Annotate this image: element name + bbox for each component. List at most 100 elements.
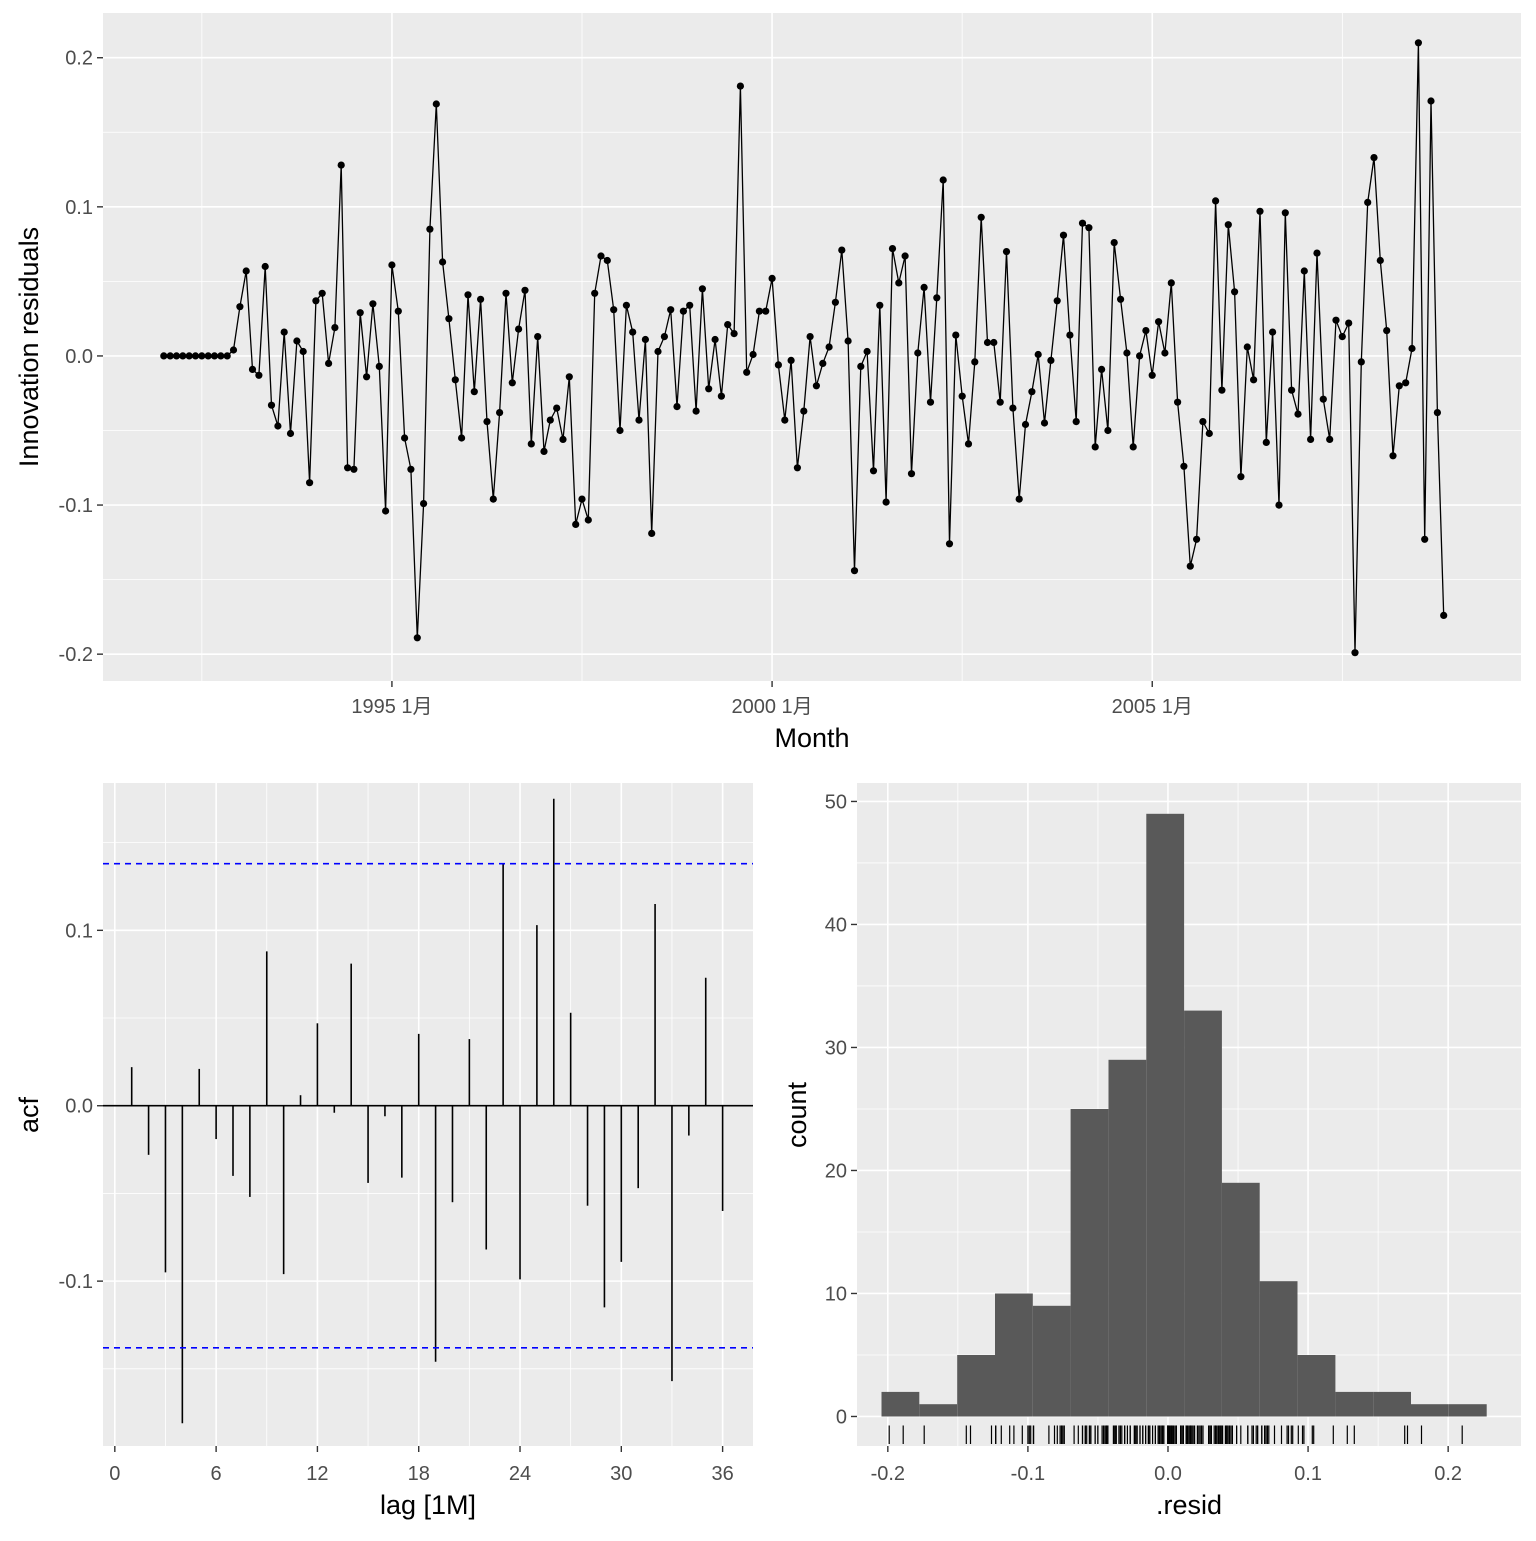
histogram-bar — [919, 1404, 958, 1417]
residual-point — [267, 401, 276, 409]
residual-point — [781, 416, 789, 424]
residual-point — [350, 465, 358, 473]
residual-point — [667, 306, 675, 314]
residual-point — [483, 418, 491, 426]
acf-x-tick-label: 6 — [211, 1463, 222, 1485]
residual-point — [698, 285, 707, 293]
residual-point — [1231, 288, 1239, 296]
residual-point — [198, 352, 206, 360]
residual-point — [705, 385, 713, 393]
residual-point — [172, 352, 181, 360]
residual-point — [1053, 297, 1061, 305]
residual-point — [204, 352, 212, 360]
residuals-y-ticks: -0.2 -0.1 0.0 0.1 0.2 — [59, 48, 103, 666]
residual-point — [572, 520, 580, 529]
residual-point — [325, 359, 333, 367]
residual-point — [1250, 376, 1258, 384]
residual-point — [933, 294, 941, 302]
acf-y-tick-label: 0.0 — [65, 1096, 93, 1118]
residuals-y-tick-label: 0.0 — [65, 346, 93, 368]
residual-point — [445, 315, 453, 323]
residual-point — [344, 464, 352, 472]
residual-point — [1085, 224, 1093, 232]
residual-point — [1300, 267, 1308, 275]
residual-point — [1059, 231, 1068, 239]
residual-point — [622, 301, 631, 309]
residual-point — [673, 403, 681, 411]
residual-point — [1161, 349, 1169, 357]
residual-point — [1136, 352, 1144, 360]
histogram-bar — [1070, 1109, 1109, 1417]
acf-x-tick-label: 24 — [509, 1463, 531, 1485]
residual-point — [540, 447, 548, 455]
residual-point — [401, 434, 409, 442]
residual-point — [565, 373, 573, 381]
residual-point — [774, 361, 783, 369]
residual-point — [654, 347, 662, 356]
residual-point — [1408, 344, 1416, 353]
residual-point — [1326, 435, 1334, 443]
residual-point — [496, 409, 504, 417]
residual-point — [439, 258, 447, 266]
residuals-y-axis-title: Innovation residuals — [14, 227, 44, 467]
residual-point — [210, 352, 219, 360]
residual-point — [413, 634, 421, 642]
histogram-panel: 0 10 20 30 40 50 -0.2 -0.1 0.0 0.1 0.2 .resid cou… — [782, 783, 1521, 1520]
residual-point — [299, 347, 307, 356]
residual-point — [1243, 343, 1251, 351]
acf-y-axis-title: acf — [14, 1096, 44, 1133]
residual-point — [749, 350, 757, 359]
residual-point — [1395, 382, 1403, 390]
residual-point — [1193, 535, 1201, 543]
residual-point — [1262, 438, 1270, 446]
residual-point — [641, 335, 650, 344]
histogram-y-tick-label: 10 — [825, 1283, 847, 1305]
residual-point — [1383, 327, 1391, 335]
residual-point — [1002, 248, 1011, 256]
residual-point — [964, 440, 973, 448]
residual-point — [819, 359, 827, 367]
acf-y-tick-label: 0.1 — [65, 920, 93, 942]
residual-point — [648, 529, 656, 538]
acf-series — [103, 798, 753, 1424]
residual-point — [1364, 198, 1372, 206]
histogram-y-tick-label: 50 — [825, 791, 847, 813]
residual-point — [983, 338, 992, 347]
residual-point — [274, 422, 282, 430]
histogram-x-tick-label: -0.2 — [871, 1463, 905, 1485]
histogram-x-ticks: -0.2 -0.1 0.0 0.1 0.2 — [871, 1446, 1462, 1485]
residual-point — [635, 416, 643, 424]
residual-point — [838, 246, 846, 254]
residual-point — [584, 516, 592, 524]
residual-point — [1281, 209, 1289, 217]
histogram-y-ticks: 0 10 20 30 40 50 — [825, 791, 857, 1428]
residual-point — [179, 352, 187, 360]
acf-y-ticks: -0.1 0.0 0.1 — [59, 920, 103, 1293]
histogram-bar — [995, 1293, 1033, 1417]
residuals-x-tick-label: 2000 1月 — [731, 696, 812, 718]
residual-point — [1104, 426, 1112, 435]
residual-point — [1269, 328, 1277, 336]
residual-point — [1218, 386, 1226, 394]
residual-point — [458, 434, 466, 442]
histogram-bar — [1184, 1010, 1222, 1417]
residual-point — [407, 465, 415, 473]
residual-point — [261, 262, 269, 271]
residual-point — [546, 416, 554, 424]
residual-point — [1357, 358, 1365, 366]
residual-point — [711, 335, 719, 344]
residual-point — [1186, 562, 1194, 570]
residual-point — [1237, 473, 1245, 481]
residual-point — [185, 352, 193, 360]
residual-point — [356, 309, 364, 317]
residual-point — [508, 379, 516, 387]
residual-point — [686, 301, 694, 309]
histogram-bar — [1146, 813, 1185, 1417]
residual-point — [952, 331, 960, 339]
residual-point — [1402, 379, 1410, 387]
residual-point — [306, 479, 314, 487]
residual-point — [844, 337, 852, 345]
residual-point — [787, 356, 795, 364]
residual-point — [426, 225, 434, 233]
residual-point — [1433, 409, 1441, 417]
